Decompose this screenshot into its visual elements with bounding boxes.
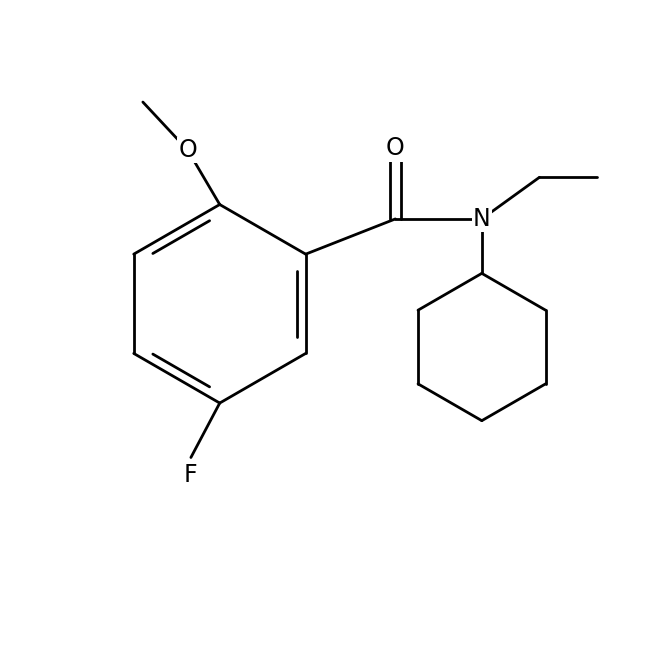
Text: F: F <box>184 463 198 486</box>
Text: N: N <box>473 207 490 231</box>
Text: O: O <box>178 138 197 162</box>
Text: O: O <box>386 136 405 160</box>
